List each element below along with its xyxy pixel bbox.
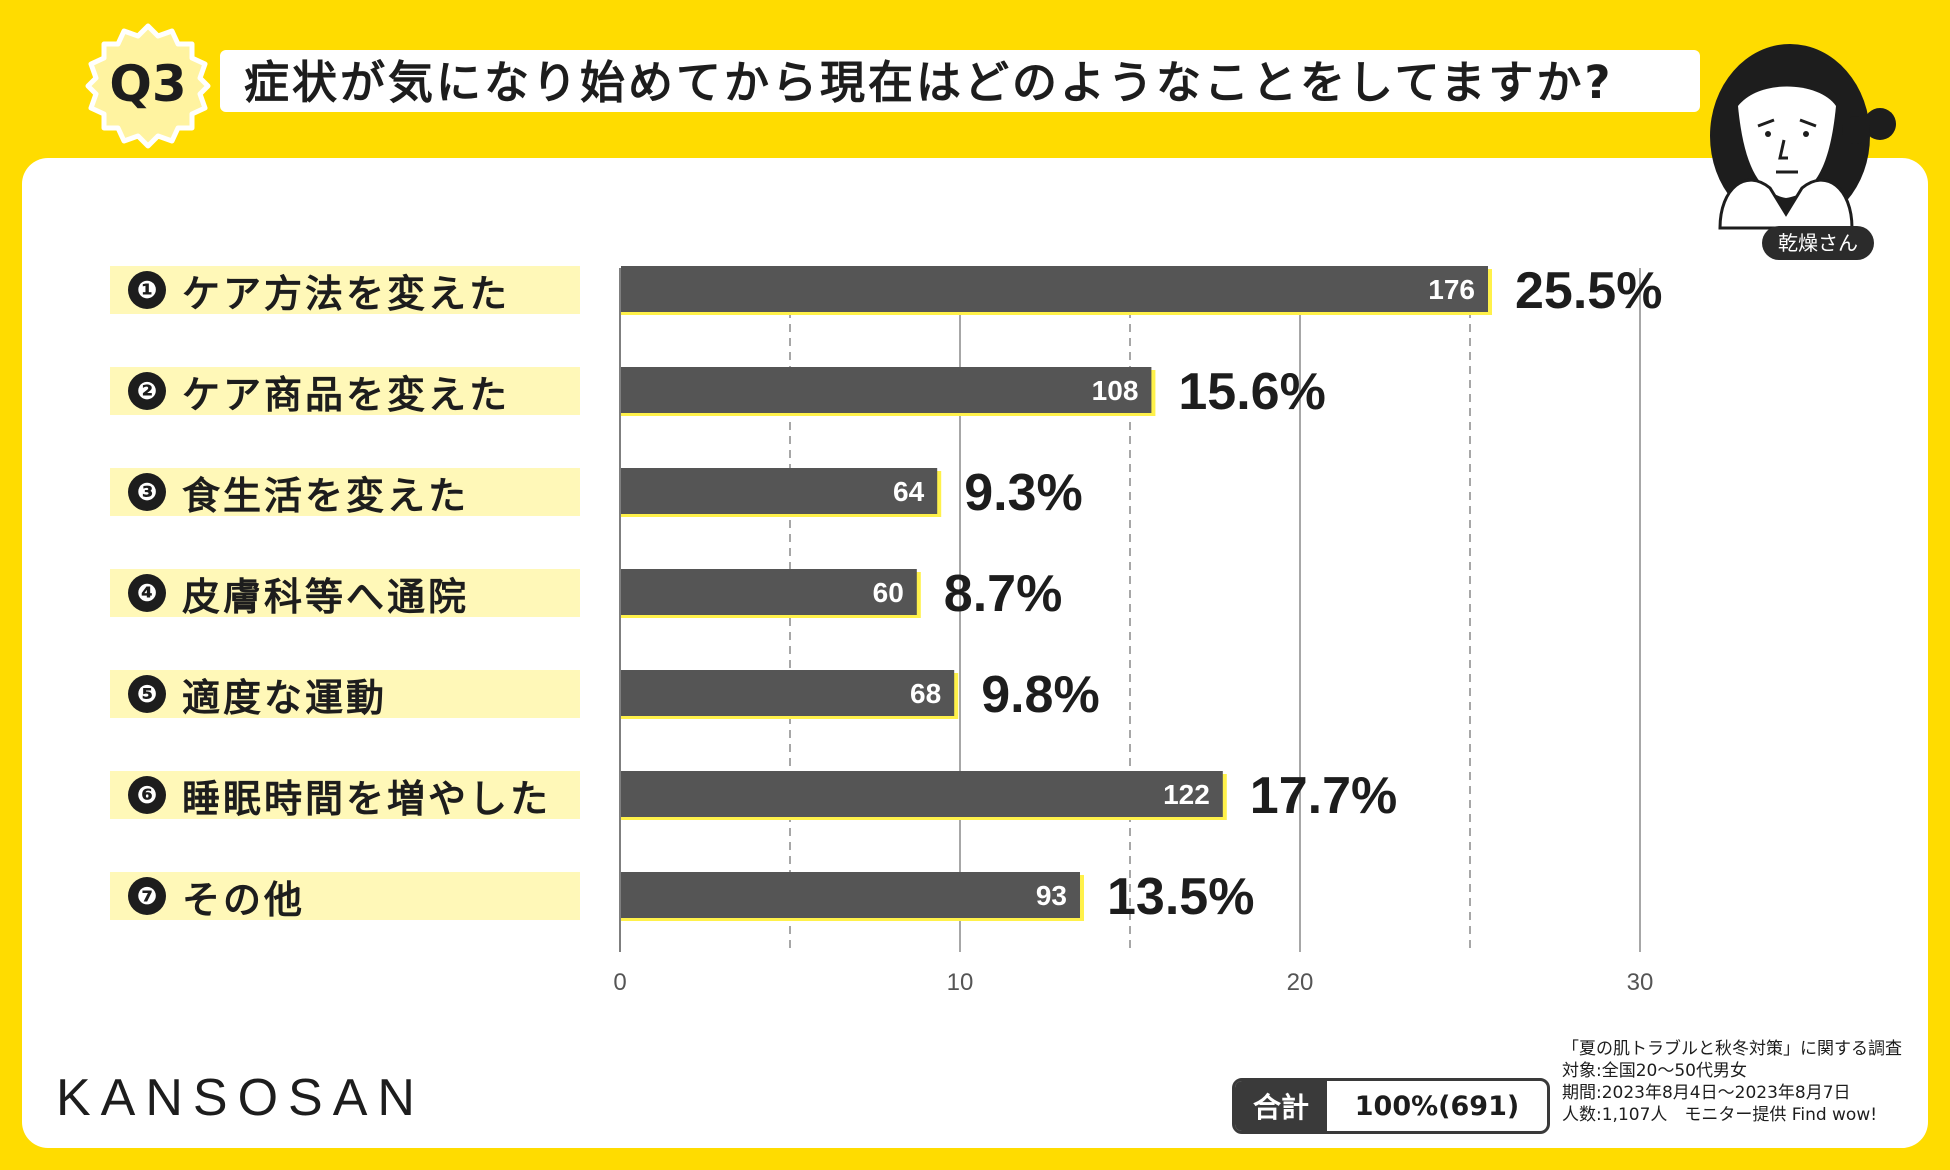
bar-count-label: 176: [1428, 274, 1475, 305]
category-text: その他: [182, 877, 306, 922]
category-text: 食生活を変えた: [182, 473, 470, 518]
bar-count-label: 108: [1092, 375, 1139, 406]
category-label-1: ❶ ケア方法を変えた: [110, 266, 580, 316]
category-marker: ❷: [128, 372, 166, 410]
bar: [621, 872, 1080, 918]
bar: [621, 367, 1152, 413]
bar-count-label: 122: [1163, 779, 1210, 810]
category-text: ケア方法を変えた: [182, 271, 511, 316]
bar-count-label: 68: [910, 678, 941, 709]
bar-percent-label: 9.3%: [964, 464, 1083, 522]
bar-count-label: 60: [873, 577, 904, 608]
bar-percent-label: 25.5%: [1515, 262, 1662, 320]
source-line: 「夏の肌トラブルと秋冬対策」に関する調査: [1562, 1039, 1902, 1059]
category-text: 睡眠時間を増やした: [182, 776, 552, 821]
category-label-2: ❷ ケア商品を変えた: [110, 367, 580, 417]
category-text: 皮膚科等へ通院: [182, 574, 470, 619]
category-marker: ❺: [128, 675, 166, 713]
bar: [621, 670, 955, 716]
x-tick-label: 10: [947, 969, 974, 996]
source-line: 人数:1,107人 モニター提供 Find wow!: [1562, 1105, 1878, 1125]
bar-count-label: 93: [1036, 880, 1067, 911]
total-value: 100%(691): [1354, 1090, 1520, 1122]
bar: [621, 771, 1223, 817]
x-tick-label: 30: [1627, 969, 1654, 996]
category-marker: ❸: [128, 473, 166, 511]
source-line: 対象:全国20～50代男女: [1562, 1061, 1747, 1081]
source-line: 期間:2023年8月4日～2023年8月7日: [1562, 1083, 1851, 1103]
total-box: 合計 100%(691): [1232, 1078, 1550, 1134]
question-number: Q3: [109, 55, 187, 113]
bar: [621, 569, 917, 615]
category-label-6: ❻ 睡眠時間を増やした: [110, 771, 580, 821]
chart-panel: [22, 158, 1928, 1148]
mascot-name-tag: 乾燥さん: [1762, 226, 1874, 260]
bar-percent-label: 13.5%: [1107, 868, 1254, 926]
title-bar: [220, 50, 1700, 112]
bar-percent-label: 15.6%: [1178, 363, 1325, 421]
mascot-illustration: [1710, 44, 1896, 230]
category-label-3: ❸ 食生活を変えた: [110, 468, 580, 518]
x-tick-label: 20: [1287, 969, 1314, 996]
bar-count-label: 64: [893, 476, 925, 507]
category-marker: ❹: [128, 574, 166, 612]
bar-percent-label: 8.7%: [944, 565, 1063, 623]
question-badge: [85, 23, 211, 149]
category-label-4: ❹ 皮膚科等へ通院: [110, 569, 580, 619]
x-tick-label: 0: [613, 969, 626, 996]
category-label-7: ❼ その他: [110, 872, 580, 922]
bar: [621, 468, 938, 514]
bar-percent-label: 9.8%: [981, 666, 1100, 724]
category-marker: ❻: [128, 776, 166, 814]
category-label-5: ❺ 適度な運動: [110, 670, 580, 720]
brand-logo-text: KANSOSAN: [56, 1069, 425, 1127]
bar: [621, 266, 1488, 312]
bar-percent-label: 17.7%: [1250, 767, 1397, 825]
chart-title: 症状が気になり始めてから現在はどのようなことをしてますか?: [244, 56, 1614, 109]
category-marker: ❶: [128, 271, 166, 309]
category-text: 適度な運動: [182, 675, 388, 720]
category-text: ケア商品を変えた: [182, 372, 511, 417]
category-marker: ❼: [128, 877, 166, 915]
survey-source: 「夏の肌トラブルと秋冬対策」に関する調査 対象:全国20～50代男女 期間:20…: [1562, 1038, 1902, 1126]
total-label: 合計: [1235, 1081, 1327, 1131]
